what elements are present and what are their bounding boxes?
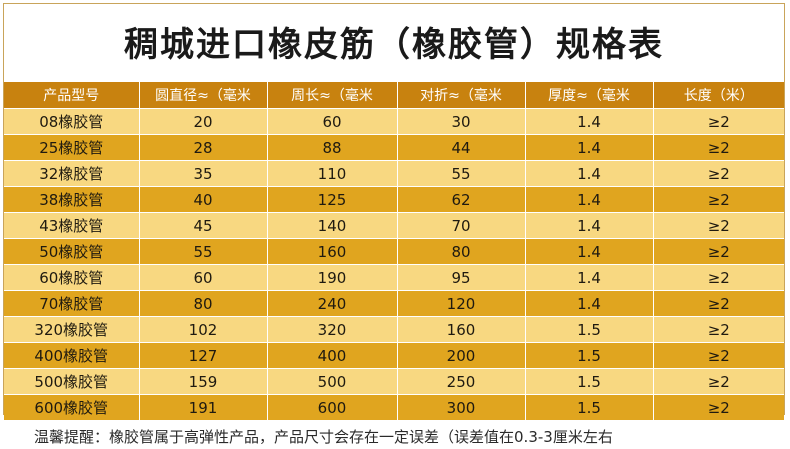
cell-thickness: 1.4 (525, 238, 654, 265)
table-row: 50橡胶管 55 160 80 1.4 ≥2 (4, 238, 784, 265)
cell-thickness: 1.4 (525, 134, 654, 161)
cell-length: ≥2 (653, 368, 784, 395)
cell-diameter: 127 (139, 342, 268, 369)
cell-folded: 95 (397, 264, 526, 291)
cell-model: 400橡胶管 (4, 342, 140, 369)
table-row: 600橡胶管 191 600 300 1.5 ≥2 (4, 394, 784, 421)
cell-diameter: 20 (139, 108, 268, 135)
cell-model: 320橡胶管 (4, 316, 140, 343)
cell-thickness: 1.4 (525, 264, 654, 291)
cell-folded: 44 (397, 134, 526, 161)
cell-model: 43橡胶管 (4, 212, 140, 239)
cell-folded: 62 (397, 186, 526, 213)
cell-diameter: 191 (139, 394, 268, 421)
cell-model: 32橡胶管 (4, 160, 140, 187)
cell-length: ≥2 (653, 394, 784, 421)
cell-circumference: 500 (267, 368, 398, 395)
cell-thickness: 1.5 (525, 316, 654, 343)
cell-length: ≥2 (653, 108, 784, 135)
column-header-circumference: 周长≈（毫米 (267, 82, 398, 109)
cell-thickness: 1.5 (525, 368, 654, 395)
cell-diameter: 80 (139, 290, 268, 317)
cell-circumference: 320 (267, 316, 398, 343)
cell-circumference: 88 (267, 134, 398, 161)
cell-thickness: 1.4 (525, 160, 654, 187)
cell-length: ≥2 (653, 134, 784, 161)
column-header-folded: 对折≈（毫米 (397, 82, 526, 109)
cell-circumference: 110 (267, 160, 398, 187)
cell-length: ≥2 (653, 238, 784, 265)
cell-thickness: 1.4 (525, 108, 654, 135)
cell-diameter: 55 (139, 238, 268, 265)
cell-thickness: 1.5 (525, 394, 654, 421)
table-row: 32橡胶管 35 110 55 1.4 ≥2 (4, 160, 784, 187)
cell-folded: 80 (397, 238, 526, 265)
cell-thickness: 1.4 (525, 290, 654, 317)
column-header-model: 产品型号 (4, 82, 140, 109)
table-row: 400橡胶管 127 400 200 1.5 ≥2 (4, 342, 784, 369)
spec-table: 产品型号 圆直径≈（毫米 周长≈（毫米 对折≈（毫米 厚度≈（毫米 长度（米） … (4, 82, 784, 421)
cell-circumference: 190 (267, 264, 398, 291)
cell-diameter: 28 (139, 134, 268, 161)
cell-folded: 160 (397, 316, 526, 343)
table-header-row: 产品型号 圆直径≈（毫米 周长≈（毫米 对折≈（毫米 厚度≈（毫米 长度（米） (4, 82, 784, 109)
reminder-note: 温馨提醒：橡胶管属于高弹性产品，产品尺寸会存在一定误差（误差值在0.3-3厘米左… (34, 428, 613, 446)
cell-diameter: 40 (139, 186, 268, 213)
table-row: 320橡胶管 102 320 160 1.5 ≥2 (4, 316, 784, 343)
column-header-length: 长度（米） (653, 82, 784, 109)
cell-length: ≥2 (653, 160, 784, 187)
cell-model: 600橡胶管 (4, 394, 140, 421)
cell-model: 25橡胶管 (4, 134, 140, 161)
cell-folded: 30 (397, 108, 526, 135)
table-row: 43橡胶管 45 140 70 1.4 ≥2 (4, 212, 784, 239)
cell-length: ≥2 (653, 186, 784, 213)
cell-circumference: 140 (267, 212, 398, 239)
cell-folded: 300 (397, 394, 526, 421)
table-row: 38橡胶管 40 125 62 1.4 ≥2 (4, 186, 784, 213)
cell-model: 50橡胶管 (4, 238, 140, 265)
cell-diameter: 102 (139, 316, 268, 343)
cell-model: 38橡胶管 (4, 186, 140, 213)
cell-circumference: 160 (267, 238, 398, 265)
table-row: 60橡胶管 60 190 95 1.4 ≥2 (4, 264, 784, 291)
table-row: 08橡胶管 20 60 30 1.4 ≥2 (4, 108, 784, 135)
cell-diameter: 45 (139, 212, 268, 239)
cell-length: ≥2 (653, 290, 784, 317)
cell-diameter: 159 (139, 368, 268, 395)
cell-folded: 250 (397, 368, 526, 395)
cell-length: ≥2 (653, 212, 784, 239)
cell-folded: 120 (397, 290, 526, 317)
cell-length: ≥2 (653, 316, 784, 343)
table-row: 25橡胶管 28 88 44 1.4 ≥2 (4, 134, 784, 161)
cell-thickness: 1.4 (525, 186, 654, 213)
cell-diameter: 35 (139, 160, 268, 187)
cell-length: ≥2 (653, 264, 784, 291)
cell-circumference: 125 (267, 186, 398, 213)
cell-diameter: 60 (139, 264, 268, 291)
cell-model: 08橡胶管 (4, 108, 140, 135)
column-header-thickness: 厚度≈（毫米 (525, 82, 654, 109)
table-row: 70橡胶管 80 240 120 1.4 ≥2 (4, 290, 784, 317)
cell-thickness: 1.5 (525, 342, 654, 369)
cell-model: 70橡胶管 (4, 290, 140, 317)
cell-folded: 55 (397, 160, 526, 187)
page-title: 稠城进口橡皮筋（橡胶管）规格表 (124, 25, 664, 65)
cell-circumference: 60 (267, 108, 398, 135)
cell-length: ≥2 (653, 342, 784, 369)
cell-model: 60橡胶管 (4, 264, 140, 291)
cell-circumference: 600 (267, 394, 398, 421)
cell-circumference: 240 (267, 290, 398, 317)
column-header-diameter: 圆直径≈（毫米 (139, 82, 268, 109)
cell-folded: 200 (397, 342, 526, 369)
cell-model: 500橡胶管 (4, 368, 140, 395)
table-row: 500橡胶管 159 500 250 1.5 ≥2 (4, 368, 784, 395)
cell-folded: 70 (397, 212, 526, 239)
spec-sheet: 稠城进口橡皮筋（橡胶管）规格表 产品型号 圆直径≈（毫米 周长≈（毫米 对折≈（… (3, 3, 785, 446)
cell-circumference: 400 (267, 342, 398, 369)
cell-thickness: 1.4 (525, 212, 654, 239)
